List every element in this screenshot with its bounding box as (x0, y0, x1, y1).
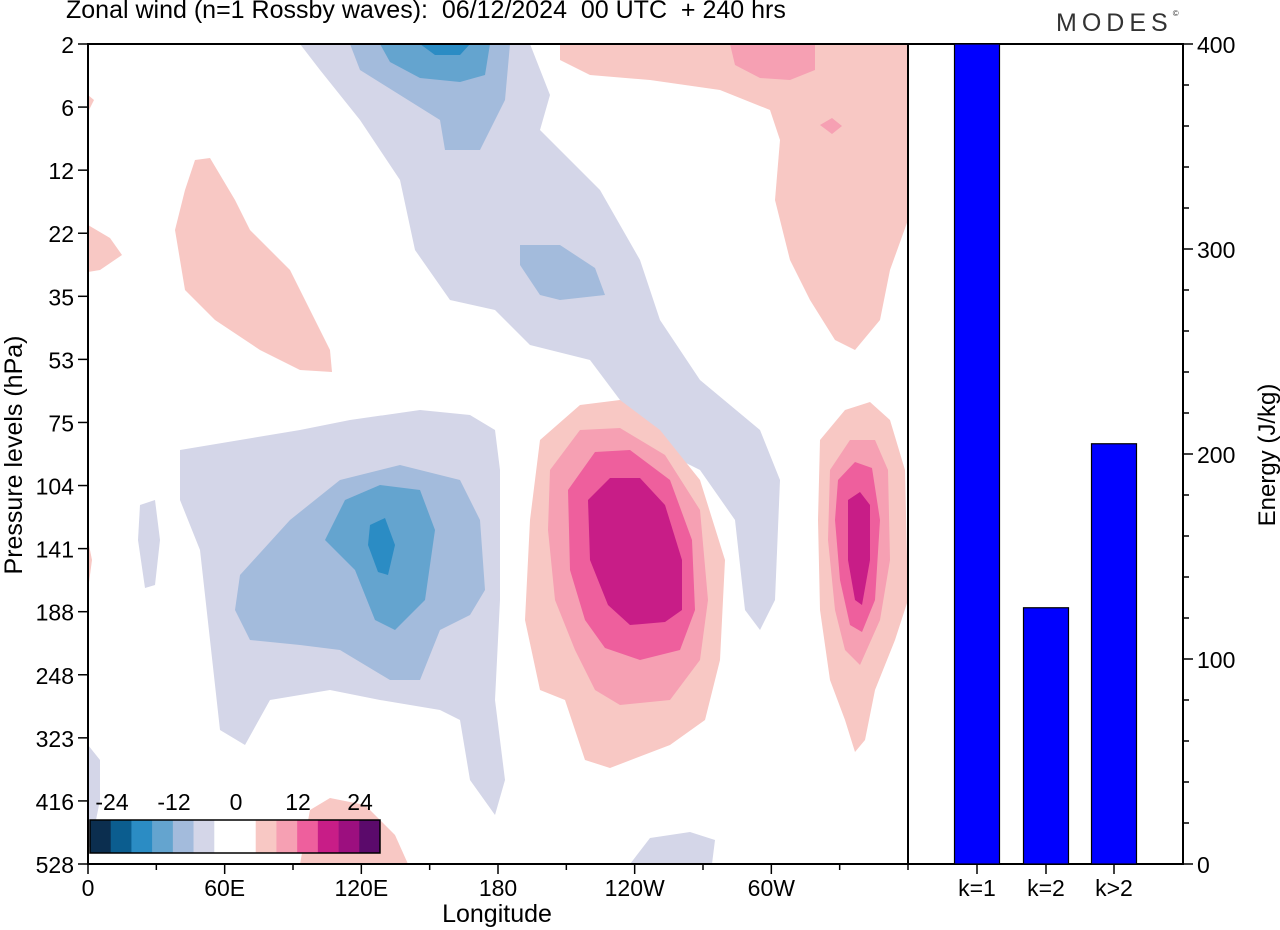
pressure-tick-label: 104 (36, 474, 75, 500)
colorbar-legend: -24 -12 0 12 24 (89, 789, 381, 854)
pressure-tick-label: 188 (36, 600, 74, 626)
brand-text: MODES (1056, 9, 1173, 37)
colorbar-label: 24 (347, 789, 373, 815)
pressure-tick-label: 416 (36, 789, 74, 815)
pressure-tick-label: 75 (48, 410, 74, 436)
longitude-tick-label: 120E (334, 875, 388, 901)
longitude-tick-label: 60E (204, 875, 245, 901)
energy-bar (1090, 443, 1138, 865)
longitude-tick-label: 180 (479, 875, 517, 901)
energy-bars (953, 43, 1138, 865)
pos-upper-right-spot (820, 118, 842, 134)
colorbar-cell (338, 820, 360, 853)
colorbar-cell (214, 820, 236, 853)
pos-right-3 (848, 492, 870, 605)
energy-bar (1022, 607, 1070, 865)
colorbar-label: -12 (157, 789, 190, 815)
brand-mark: © (1172, 9, 1179, 18)
pressure-tick-label: 248 (36, 663, 74, 689)
pressure-tick-label: 2 (61, 32, 74, 58)
colorbar-cell (317, 820, 339, 853)
brand-logo: MODES© (1056, 9, 1179, 38)
colorbar-label: -24 (95, 789, 128, 815)
energy-category-labels: k=1 k=2 k>2 (958, 864, 1133, 901)
energy-tick-label: 200 (1197, 442, 1235, 468)
energy-tick-label: 400 (1197, 32, 1235, 58)
pos-far-left (88, 225, 122, 272)
y-axis-label: Pressure levels (hPa) (0, 336, 28, 575)
pressure-tick-label: 141 (36, 537, 74, 563)
pos-upper-right-core (730, 44, 815, 80)
neg-mid-core (520, 245, 605, 300)
longitude-tick-label: 0 (82, 875, 95, 901)
pressure-tick-label: 35 (48, 284, 74, 310)
contour-field (88, 44, 908, 864)
energy-bar (953, 43, 1001, 865)
pressure-ticks: 2 6 12 22 35 53 75 104 141 188 248 323 416 528 (36, 32, 88, 878)
neg-upper-strongest (420, 44, 470, 55)
pressure-tick-label: 22 (48, 221, 74, 247)
colorbar-cell (235, 820, 257, 853)
colorbar-cell (172, 820, 194, 853)
pressure-tick-label: 12 (48, 158, 74, 184)
neg-lower-strongest (368, 518, 395, 575)
energy-category-label: k>2 (1095, 875, 1133, 901)
left-panel-axes: 2 6 12 22 35 53 75 104 141 188 248 323 416 528 0 60E 12… (36, 32, 909, 901)
colorbar-frame (89, 819, 381, 854)
pressure-tick-label: 323 (36, 726, 74, 752)
pos-upper-left (175, 158, 332, 372)
longitude-tick-label: 60W (748, 875, 796, 901)
colorbar-cell (110, 820, 132, 853)
longitude-ticks: 0 60E 120E 180 120W 60W (82, 864, 909, 901)
energy-bar-panel: 0 100 200 300 400 k=1 k=2 k>2 (907, 32, 1235, 901)
energy-tick-label: 0 (1197, 852, 1210, 878)
colorbar-cell (255, 820, 277, 853)
colorbar-cell (131, 820, 153, 853)
colorbar-cell (359, 820, 381, 853)
colorbar-cell (297, 820, 319, 853)
neg-region-small-left (138, 500, 160, 588)
longitude-tick-label: 120W (605, 875, 665, 901)
colorbar-cell (152, 820, 174, 853)
colorbar-labels: -24 -12 0 12 24 (95, 789, 373, 815)
pos-center-3 (588, 478, 682, 625)
pos-upper-right (560, 44, 908, 350)
neg-region-bottom-mid (630, 832, 715, 864)
pos-far-left-small (88, 95, 94, 112)
pressure-tick-label: 6 (61, 95, 74, 121)
neg-upper-stronger (380, 44, 490, 82)
x-axis-label: Longitude (442, 900, 552, 928)
chart-title: Zonal wind (n=1 Rossby waves): 06/12/202… (66, 0, 786, 24)
colorbar-label: 0 (230, 789, 243, 815)
energy-category-label: k=1 (958, 875, 996, 901)
pressure-tick-label: 53 (48, 347, 74, 373)
colorbar-label: 12 (285, 789, 311, 815)
colorbar-cell (193, 820, 215, 853)
energy-category-label: k=2 (1027, 875, 1065, 901)
energy-axis-label: Energy (J/kg) (1254, 384, 1280, 527)
energy-tick-label: 100 (1197, 647, 1235, 673)
colorbar-cell (276, 820, 298, 853)
energy-ticks: 0 100 200 300 400 (1183, 32, 1235, 878)
pressure-tick-label: 528 (36, 852, 74, 878)
colorbar-cells (90, 820, 381, 853)
neg-region-upper (300, 44, 780, 630)
colorbar-cell (90, 820, 112, 853)
energy-tick-label: 300 (1197, 237, 1235, 263)
